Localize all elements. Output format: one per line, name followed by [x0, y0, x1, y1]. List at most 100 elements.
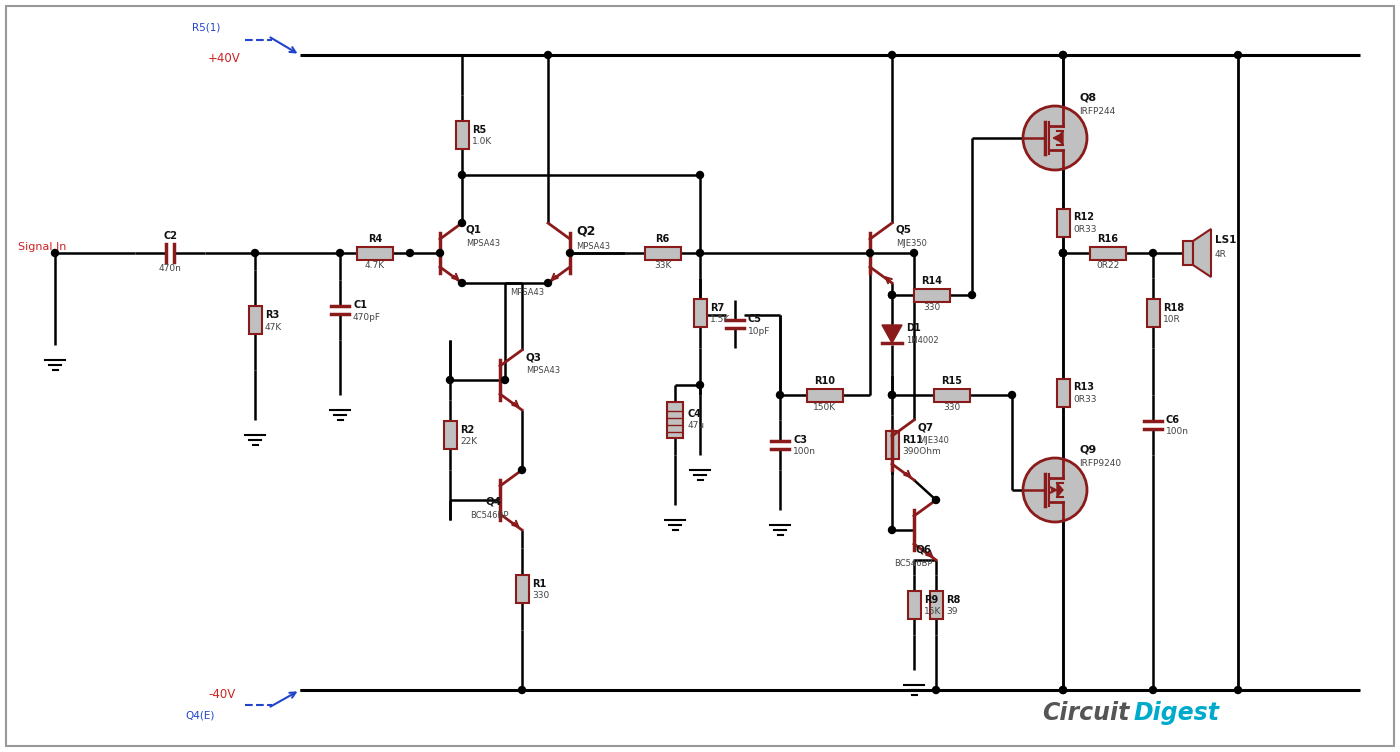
Circle shape — [697, 171, 703, 178]
Text: D1: D1 — [906, 323, 921, 333]
Text: R3: R3 — [265, 310, 279, 320]
Polygon shape — [1193, 229, 1211, 277]
Circle shape — [447, 377, 454, 384]
Text: R15: R15 — [941, 376, 963, 386]
Text: Q2: Q2 — [575, 225, 595, 238]
Bar — [934, 389, 970, 402]
Circle shape — [867, 250, 874, 256]
Circle shape — [697, 250, 703, 256]
Text: R11: R11 — [902, 435, 923, 445]
Circle shape — [459, 171, 465, 178]
Circle shape — [1060, 687, 1067, 693]
Text: R5: R5 — [472, 125, 486, 135]
Text: R6: R6 — [655, 234, 669, 244]
Text: 100n: 100n — [792, 447, 816, 456]
Text: C2: C2 — [162, 231, 176, 241]
Text: Q7: Q7 — [918, 422, 934, 432]
Circle shape — [252, 250, 259, 256]
Text: 1.0K: 1.0K — [472, 138, 493, 147]
Circle shape — [1149, 687, 1156, 693]
Text: IRFP244: IRFP244 — [1079, 107, 1116, 116]
Text: Q4(E): Q4(E) — [185, 710, 214, 720]
Bar — [1091, 247, 1126, 259]
Circle shape — [1235, 687, 1242, 693]
Bar — [444, 421, 456, 449]
Text: Q1: Q1 — [466, 225, 482, 235]
Circle shape — [1060, 250, 1067, 256]
Bar — [907, 591, 921, 619]
Text: 4.7K: 4.7K — [365, 261, 385, 270]
Circle shape — [889, 292, 896, 299]
Polygon shape — [882, 325, 902, 343]
Circle shape — [1060, 51, 1067, 59]
Circle shape — [545, 51, 552, 59]
Text: MJE350: MJE350 — [896, 239, 927, 248]
Text: R2: R2 — [461, 425, 475, 435]
Bar — [885, 431, 899, 459]
Circle shape — [889, 392, 896, 399]
Text: 33K: 33K — [654, 261, 671, 270]
Text: C5: C5 — [748, 314, 762, 324]
Text: Signal In: Signal In — [18, 242, 66, 252]
Text: Q9: Q9 — [1079, 445, 1096, 455]
Circle shape — [932, 687, 939, 693]
Bar — [930, 591, 942, 619]
Text: MPSA43: MPSA43 — [526, 366, 560, 375]
Text: 1N4002: 1N4002 — [906, 336, 938, 345]
Text: LS1: LS1 — [1215, 235, 1236, 245]
Circle shape — [336, 250, 343, 256]
Text: Q3: Q3 — [526, 352, 542, 362]
Circle shape — [1060, 250, 1067, 256]
Text: 4R: 4R — [1215, 250, 1226, 259]
Circle shape — [459, 220, 465, 226]
Text: 470pF: 470pF — [353, 313, 381, 322]
Circle shape — [545, 280, 552, 287]
Circle shape — [1023, 458, 1086, 522]
Circle shape — [501, 377, 508, 384]
Text: MPSA43: MPSA43 — [575, 242, 610, 251]
Text: C3: C3 — [792, 435, 806, 445]
Circle shape — [889, 292, 896, 299]
Text: 330: 330 — [532, 592, 549, 601]
Circle shape — [969, 292, 976, 299]
Text: R13: R13 — [1072, 383, 1093, 393]
Text: 47u: 47u — [687, 422, 706, 430]
Text: MPSA43: MPSA43 — [466, 239, 500, 248]
Text: R18: R18 — [1163, 303, 1184, 313]
Text: 0R33: 0R33 — [1072, 395, 1096, 404]
Text: R4: R4 — [368, 234, 382, 244]
Bar — [666, 402, 683, 438]
Circle shape — [932, 496, 939, 504]
Text: Q5: Q5 — [896, 225, 911, 235]
Text: 10pF: 10pF — [748, 326, 770, 335]
Text: R5(1): R5(1) — [192, 22, 220, 32]
Text: R10: R10 — [815, 376, 836, 386]
Text: Q4: Q4 — [484, 497, 501, 507]
Bar — [693, 299, 707, 327]
Polygon shape — [1057, 483, 1063, 497]
Text: R1: R1 — [532, 579, 546, 589]
Circle shape — [518, 687, 525, 693]
Circle shape — [1060, 51, 1067, 59]
Text: R12: R12 — [1072, 213, 1093, 223]
Text: 39: 39 — [946, 608, 958, 617]
Text: R14: R14 — [921, 276, 942, 286]
Text: 100n: 100n — [1166, 427, 1189, 436]
Text: BC546BP: BC546BP — [470, 511, 508, 520]
Circle shape — [1023, 106, 1086, 170]
Circle shape — [697, 381, 703, 389]
Text: 22K: 22K — [461, 438, 477, 447]
Text: 470n: 470n — [158, 264, 182, 273]
Bar — [1057, 208, 1070, 236]
Text: R9: R9 — [924, 595, 938, 605]
Text: R7: R7 — [710, 303, 724, 313]
Text: +40V: +40V — [209, 52, 241, 65]
Circle shape — [437, 250, 444, 256]
Circle shape — [567, 250, 574, 256]
Text: 150K: 150K — [813, 403, 837, 412]
Circle shape — [910, 250, 917, 256]
Text: 10R: 10R — [1163, 316, 1180, 325]
Text: 0R22: 0R22 — [1096, 261, 1120, 270]
Bar — [914, 289, 951, 302]
Text: IRFP9240: IRFP9240 — [1079, 459, 1121, 468]
